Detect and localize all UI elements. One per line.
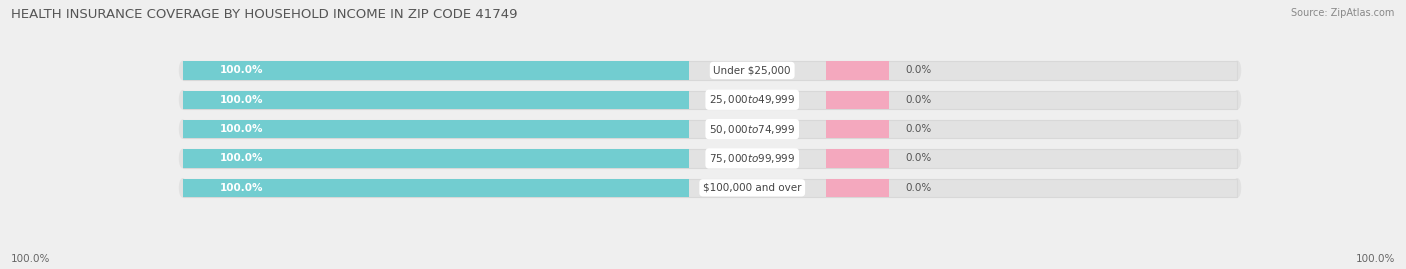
Text: $25,000 to $49,999: $25,000 to $49,999 — [709, 93, 796, 106]
Bar — [183, 149, 689, 168]
Bar — [827, 91, 889, 109]
Circle shape — [180, 61, 186, 80]
Bar — [183, 179, 1237, 197]
Circle shape — [1234, 91, 1240, 109]
Text: 0.0%: 0.0% — [905, 95, 931, 105]
Text: 100.0%: 100.0% — [219, 95, 263, 105]
Circle shape — [1234, 120, 1240, 138]
Circle shape — [1234, 149, 1240, 168]
Bar — [183, 179, 689, 197]
Text: 100.0%: 100.0% — [219, 65, 263, 75]
Text: Source: ZipAtlas.com: Source: ZipAtlas.com — [1291, 8, 1395, 18]
Text: 0.0%: 0.0% — [905, 183, 931, 193]
Text: 100.0%: 100.0% — [11, 254, 51, 264]
Text: 100.0%: 100.0% — [219, 154, 263, 164]
Text: 100.0%: 100.0% — [219, 124, 263, 134]
Bar — [827, 179, 889, 197]
Bar — [827, 149, 889, 168]
Circle shape — [180, 91, 186, 109]
Text: 100.0%: 100.0% — [219, 183, 263, 193]
Bar — [827, 61, 889, 80]
Text: 100.0%: 100.0% — [1355, 254, 1395, 264]
Bar — [183, 91, 689, 109]
Text: $50,000 to $74,999: $50,000 to $74,999 — [709, 123, 796, 136]
Circle shape — [1234, 179, 1240, 197]
Bar — [827, 120, 889, 138]
Text: HEALTH INSURANCE COVERAGE BY HOUSEHOLD INCOME IN ZIP CODE 41749: HEALTH INSURANCE COVERAGE BY HOUSEHOLD I… — [11, 8, 517, 21]
Circle shape — [180, 149, 186, 168]
Text: $100,000 and over: $100,000 and over — [703, 183, 801, 193]
Circle shape — [180, 179, 186, 197]
Bar — [183, 120, 689, 138]
Bar — [183, 91, 1237, 109]
Bar — [183, 149, 1237, 168]
Bar — [183, 61, 689, 80]
Bar — [183, 120, 1237, 138]
Text: 0.0%: 0.0% — [905, 124, 931, 134]
Circle shape — [180, 120, 186, 138]
Text: $75,000 to $99,999: $75,000 to $99,999 — [709, 152, 796, 165]
Text: 0.0%: 0.0% — [905, 154, 931, 164]
Bar — [183, 61, 1237, 80]
Text: 0.0%: 0.0% — [905, 65, 931, 75]
Circle shape — [1234, 61, 1240, 80]
Text: Under $25,000: Under $25,000 — [713, 65, 792, 75]
